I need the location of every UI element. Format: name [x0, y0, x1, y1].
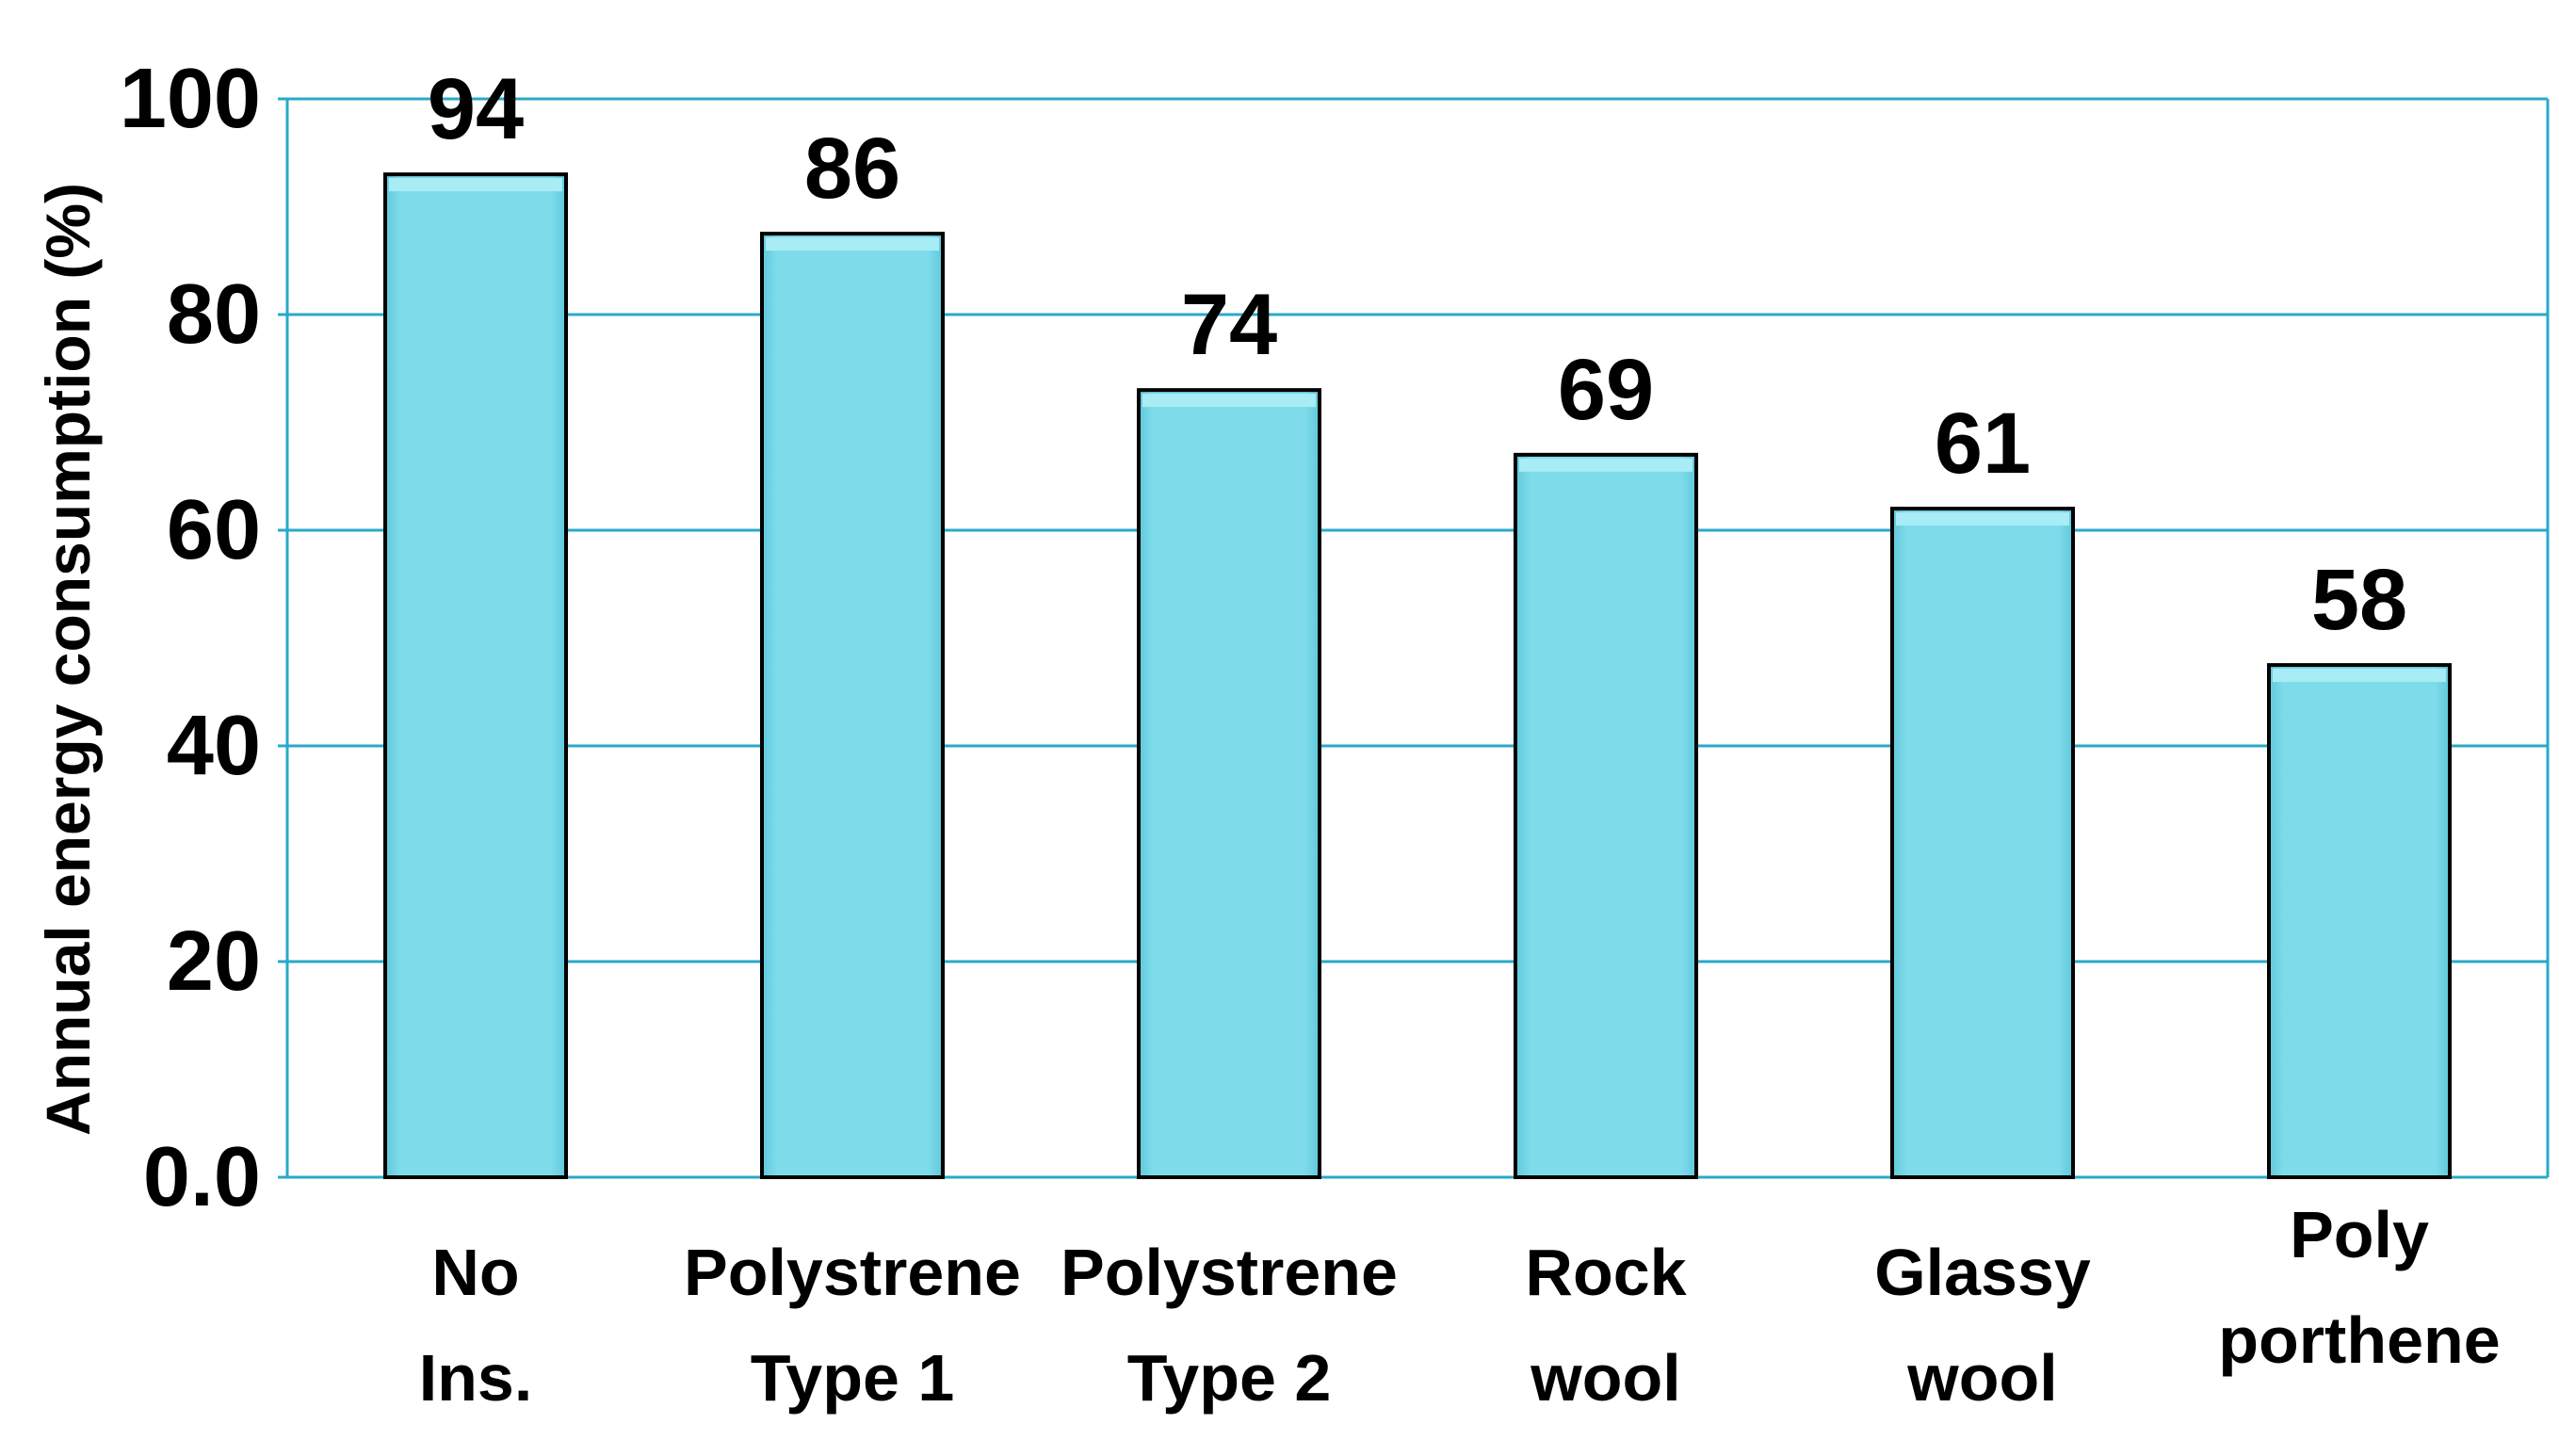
axes: [285, 99, 2550, 1179]
bar: [1137, 388, 1321, 1179]
y-tick-label: 60: [167, 483, 261, 577]
x-tick-label: Polystrene: [684, 1236, 1021, 1309]
data-label: 74: [1181, 277, 1277, 373]
y-tick-label: 40: [167, 699, 261, 793]
bar-highlight: [1142, 394, 1316, 408]
x-tick-label: porthene: [2218, 1303, 2500, 1377]
bar-highlight: [766, 237, 939, 251]
y-tick-label: 0.0: [143, 1130, 261, 1224]
y-tick-label: 100: [120, 52, 261, 146]
bar: [1890, 507, 2075, 1179]
y-axis-title: Annual energy consumption (%): [33, 183, 103, 1136]
x-tick-label: wool: [1530, 1341, 1680, 1415]
bar-highlight: [2273, 669, 2446, 683]
data-labels: 94 86 74 69 61 58: [428, 61, 2407, 648]
gridlines: [278, 97, 2548, 1179]
x-tick-label: No: [431, 1236, 519, 1309]
x-tick-label: Type 1: [751, 1341, 955, 1415]
bars: [383, 172, 2452, 1180]
x-tick-label: Poly: [2290, 1198, 2429, 1271]
bar-highlight: [389, 178, 562, 192]
data-label: 94: [428, 61, 524, 157]
x-tick-label: Rock: [1525, 1236, 1686, 1309]
data-label: 69: [1558, 342, 1654, 438]
bar-highlight: [1896, 512, 2069, 526]
data-label: 61: [1935, 396, 2031, 492]
x-tick-label: Ins.: [419, 1341, 533, 1415]
x-tick-labels: No Ins. Polystrene Type 1 Polystrene Type 2 Ro…: [419, 1198, 2501, 1415]
y-tick-label: 20: [167, 914, 261, 1009]
data-label: 58: [2311, 552, 2407, 648]
bar: [2267, 663, 2452, 1179]
y-tick-label: 80: [167, 267, 261, 362]
x-tick-label: Glassy: [1874, 1236, 2091, 1309]
x-tick-label: Polystrene: [1061, 1236, 1398, 1309]
bar: [1514, 452, 1698, 1180]
bar: [760, 232, 945, 1179]
x-tick-label: wool: [1906, 1341, 2057, 1415]
data-label: 86: [804, 121, 900, 217]
bar: [383, 172, 568, 1179]
x-tick-label: Type 2: [1127, 1341, 1332, 1415]
y-tick-labels: 0.0 20 40 60 80 100: [120, 52, 261, 1224]
bar-highlight: [1519, 458, 1693, 472]
